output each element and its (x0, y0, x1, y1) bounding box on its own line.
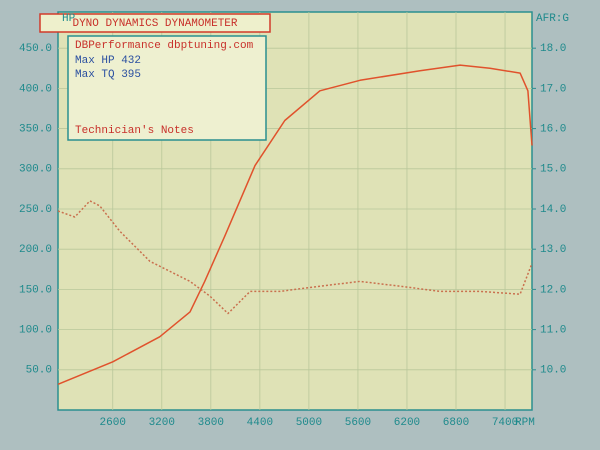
info-line: DBPerformance dbptuning.com (75, 40, 254, 52)
y2-tick-label: 13.0 (540, 244, 566, 256)
y2-tick-label: 15.0 (540, 164, 566, 176)
y2-tick-label: 14.0 (540, 204, 566, 216)
info-box (67, 35, 267, 141)
series-line (57, 200, 533, 315)
y-tick-label: 400.0 (19, 83, 52, 95)
x-tick-label: 4400 (247, 417, 273, 429)
y2-tick-label: 10.0 (540, 365, 566, 377)
x-tick-label: 6800 (443, 417, 469, 429)
y2-tick-label: 12.0 (540, 284, 566, 296)
x-tick-label: 7400 (492, 417, 518, 429)
series-line (57, 64, 533, 385)
y-tick-label: 300.0 (19, 164, 52, 176)
y-tick-label: 450.0 (19, 43, 52, 55)
info-line: Max HP 432 (75, 55, 141, 67)
y2-tick-label: 18.0 (540, 43, 566, 55)
y-tick-label: 250.0 (19, 204, 52, 216)
lines (57, 64, 533, 385)
x-tick-label: 2600 (100, 417, 126, 429)
x-tick-label: 5600 (345, 417, 371, 429)
y2-axis-title: AFR:G (536, 13, 569, 25)
y2-tick-label: 17.0 (540, 83, 566, 95)
info-line: Max TQ 395 (75, 69, 141, 81)
y-tick-label: 50.0 (26, 365, 52, 377)
x-tick-label: 5000 (296, 417, 322, 429)
y-tick-label: 350.0 (19, 123, 52, 135)
y-tick-label: 200.0 (19, 244, 52, 256)
y-axis-title: HP (62, 13, 76, 25)
y-tick-label: 100.0 (19, 325, 52, 337)
x-tick-label: 3800 (198, 417, 224, 429)
x-tick-label: 6200 (394, 417, 420, 429)
title-box (39, 13, 271, 33)
x-axis-title: RPM (515, 417, 535, 429)
info-line: Technician's Notes (75, 125, 194, 137)
chart-title: DYNO DYNAMICS DYNAMOMETER (72, 18, 237, 30)
y2-tick-label: 11.0 (540, 325, 566, 337)
y-tick-label: 150.0 (19, 284, 52, 296)
x-tick-label: 3200 (149, 417, 175, 429)
y2-tick-label: 16.0 (540, 123, 566, 135)
